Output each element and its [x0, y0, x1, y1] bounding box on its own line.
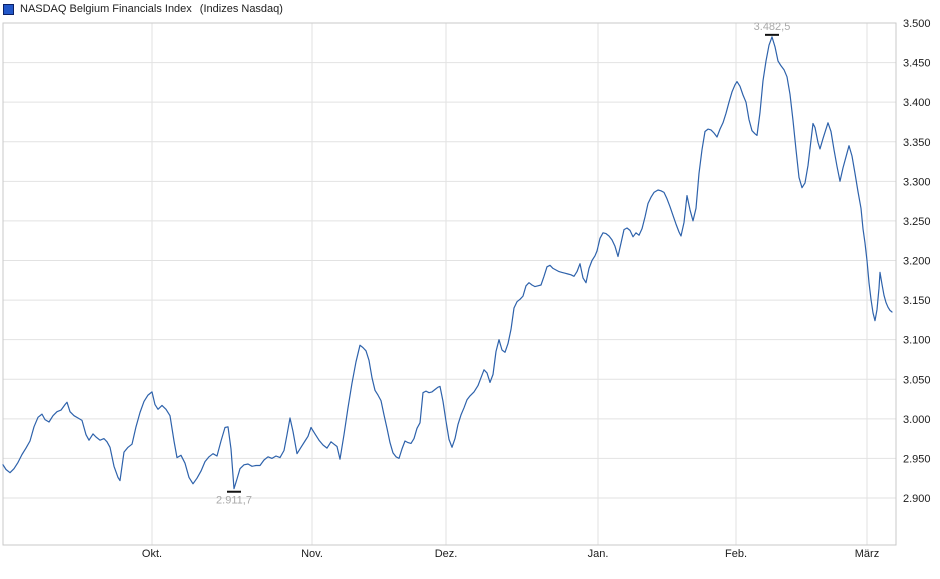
legend-color-swatch: [3, 3, 14, 15]
y-axis-tick-label: 2.950: [903, 453, 931, 465]
y-axis-tick-label: 2.900: [903, 493, 931, 505]
y-axis-tick-label: 3.000: [903, 414, 931, 426]
y-axis-tick-label: 3.200: [903, 256, 931, 268]
y-axis-tick-label: 3.300: [903, 176, 931, 188]
y-axis-tick-label: 3.250: [903, 216, 931, 228]
x-axis-month-label: Feb.: [725, 548, 747, 560]
chart-title-suffix: (Indizes Nasdaq): [199, 3, 283, 15]
y-axis-tick-label: 3.050: [903, 374, 931, 386]
y-axis-tick-label: 3.400: [903, 97, 931, 109]
y-axis-tick-label: 3.450: [903, 58, 931, 70]
x-axis-month-label: Nov.: [301, 548, 323, 560]
y-axis-tick-label: 3.150: [903, 295, 931, 307]
y-axis-tick-label: 3.350: [903, 137, 931, 149]
x-axis-month-label: März: [855, 548, 879, 560]
chart-title: NASDAQ Belgium Financials Index: [20, 3, 192, 15]
y-axis-tick-label: 3.500: [903, 18, 931, 30]
y-axis-tick-label: 3.100: [903, 335, 931, 347]
high-annotation-label: 3.482,5: [754, 21, 791, 33]
x-axis-month-label: Jan.: [588, 548, 609, 560]
x-axis-month-label: Okt.: [142, 548, 162, 560]
x-axis-month-label: Dez.: [435, 548, 458, 560]
low-annotation-label: 2.911,7: [216, 495, 252, 507]
price-line: [2, 36, 893, 490]
chart-legend: NASDAQ Belgium Financials Index (Indizes…: [3, 2, 283, 16]
plot-frame: [2, 22, 897, 546]
